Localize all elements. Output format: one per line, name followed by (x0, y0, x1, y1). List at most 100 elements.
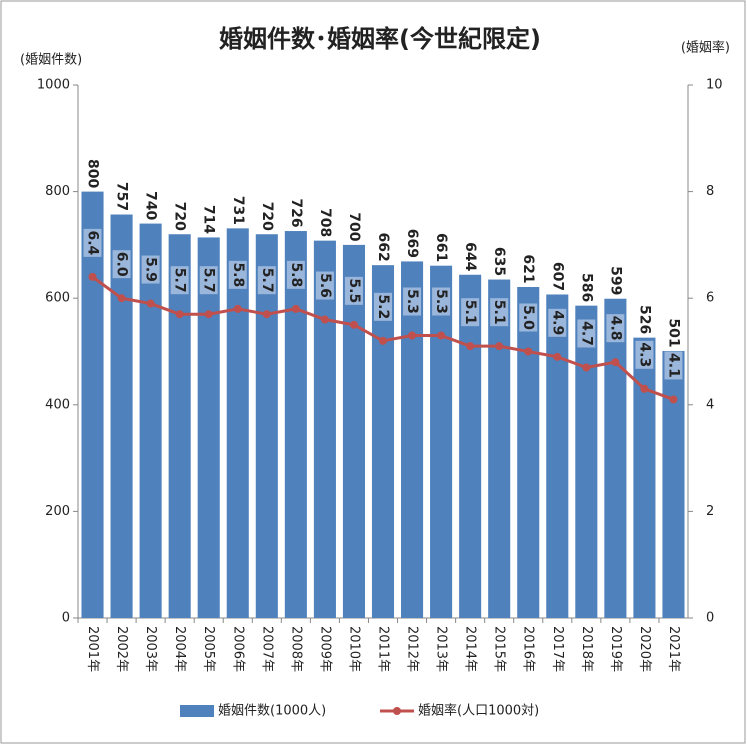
bar (371, 265, 395, 618)
line-value-label: 5.7 (172, 268, 188, 293)
x-tick-label: 2017年 (550, 626, 565, 672)
x-tick-label: 2011年 (376, 626, 391, 672)
label-bg (606, 314, 625, 343)
bar (226, 228, 249, 618)
bar-value-label: 708 (317, 208, 333, 237)
bar (430, 265, 453, 618)
line-value-label: 5.5 (346, 278, 362, 303)
bar-value-label: 726 (288, 198, 304, 227)
x-tick-label: 2014年 (463, 626, 478, 672)
bar-value-label: 586 (578, 273, 594, 302)
label-bg (519, 303, 538, 332)
y-axis-label: (婚姻件数) (20, 53, 82, 68)
bar (575, 305, 598, 618)
y2-axis-label: (婚姻率) (681, 40, 730, 56)
line-marker (553, 352, 562, 361)
line-value-label: 6.0 (114, 252, 130, 277)
line-marker (669, 395, 678, 404)
bar (662, 350, 685, 618)
legend-label: 婚姻率(人口1000対) (418, 703, 539, 719)
label-bg (577, 319, 596, 348)
bar (342, 244, 365, 618)
bar-value-label: 621 (520, 254, 536, 283)
x-tick-label: 2010年 (346, 626, 361, 672)
label-bg (83, 228, 102, 257)
label-bg (257, 266, 276, 295)
y-tick-label: 800 (45, 184, 70, 199)
bar (197, 237, 220, 619)
bar (255, 234, 278, 619)
line-value-label: 5.7 (259, 268, 275, 293)
line-marker (320, 315, 329, 324)
x-tick-label: 2020年 (637, 626, 652, 672)
bar-value-label: 714 (201, 205, 217, 234)
line-marker (146, 299, 155, 308)
y2-tick-label: 8 (706, 184, 714, 199)
bar (633, 337, 656, 618)
label-bg (228, 260, 247, 289)
bar (401, 261, 424, 618)
y2-tick-label: 0 (706, 611, 714, 626)
bar (604, 298, 627, 618)
line-marker (524, 347, 533, 356)
line-marker (117, 294, 126, 303)
line-value-label: 5.3 (404, 289, 420, 314)
line-value-label: 5.3 (433, 289, 449, 314)
line-value-label: 4.8 (607, 316, 623, 341)
y-tick-label: 200 (45, 504, 70, 519)
line-marker (379, 336, 387, 345)
label-bg (432, 287, 451, 316)
label-bg (199, 266, 218, 295)
bar (168, 234, 191, 619)
line-marker (611, 358, 620, 367)
label-bg (548, 308, 567, 337)
label-bg (635, 340, 654, 369)
bar (139, 223, 162, 618)
label-bg (112, 250, 131, 279)
y2-tick-label: 6 (706, 291, 714, 306)
label-bg (461, 298, 480, 327)
x-tick-label: 2021年 (666, 626, 681, 672)
bar (313, 240, 336, 619)
y-tick-label: 600 (45, 291, 70, 306)
y-tick-label: 0 (62, 611, 70, 626)
bar (110, 214, 133, 619)
x-tick-label: 2012年 (405, 626, 420, 672)
line-value-label: 5.7 (201, 268, 217, 293)
line-marker (175, 310, 184, 319)
bar-value-label: 662 (375, 233, 391, 262)
legend-swatch (180, 705, 214, 717)
bar-value-label: 700 (346, 212, 362, 241)
line-marker (88, 272, 97, 281)
bar-value-label: 644 (462, 242, 478, 271)
y-tick-label: 400 (45, 397, 70, 412)
label-bg (374, 292, 392, 321)
label-bg (344, 276, 363, 305)
x-tick-label: 2015年 (492, 626, 507, 672)
x-tick-label: 2013年 (434, 626, 449, 672)
bar (488, 279, 511, 618)
line-marker (233, 304, 242, 313)
line-value-label: 5.8 (288, 262, 304, 287)
line-value-label: 4.7 (578, 321, 594, 346)
line-value-label: 5.6 (317, 273, 333, 298)
line-value-label: 5.8 (230, 262, 246, 287)
chart-title: 婚姻件数･婚姻率(今世紀限定) (219, 25, 541, 53)
x-tick-label: 2006年 (230, 626, 245, 672)
x-tick-label: 2008年 (288, 626, 303, 672)
x-tick-label: 2009年 (317, 626, 332, 672)
line-value-label: 4.9 (549, 310, 565, 335)
label-bg (141, 255, 160, 284)
x-tick-label: 2003年 (143, 626, 158, 672)
line-marker (204, 310, 213, 319)
bar-value-label: 720 (259, 202, 275, 231)
x-tick-label: 2019年 (608, 626, 623, 672)
bar (284, 231, 307, 619)
bar (517, 287, 540, 618)
line-value-label: 5.1 (491, 300, 507, 325)
bar-value-label: 731 (230, 196, 246, 225)
legend-swatch (393, 707, 401, 715)
bar-value-label: 607 (549, 262, 565, 291)
x-tick-label: 2018年 (579, 626, 594, 672)
bar (81, 191, 104, 618)
